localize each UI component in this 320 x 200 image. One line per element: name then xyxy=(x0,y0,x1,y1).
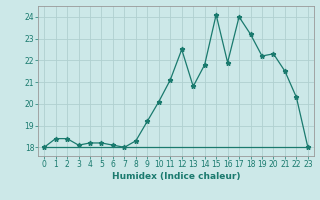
X-axis label: Humidex (Indice chaleur): Humidex (Indice chaleur) xyxy=(112,172,240,181)
